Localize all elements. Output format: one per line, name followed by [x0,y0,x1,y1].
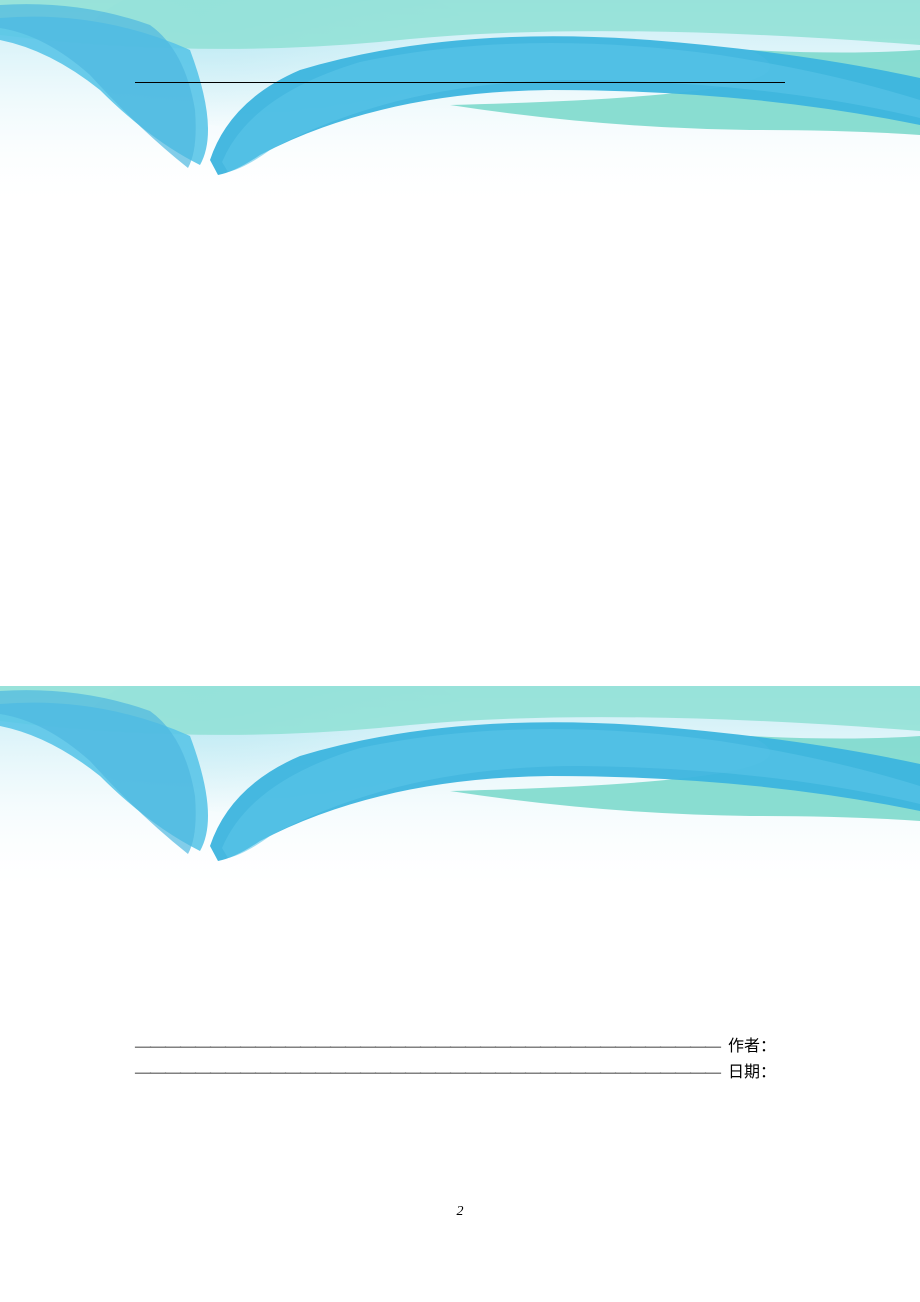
title-underline [135,82,785,83]
signature-date-label: 日期： [728,1058,776,1082]
signature-date-line: ——————————————————————————————————————— [135,1064,720,1082]
signature-author-label: 作者： [728,1032,776,1056]
signature-author-line: ——————————————————————————————————————— [135,1038,720,1056]
wave-decoration-bottom [0,686,920,916]
signature-author-row: ——————————————————————————————————————— … [135,1032,795,1056]
wave-decoration-top [0,0,920,230]
page-number: 2 [0,1204,920,1220]
signature-date-row: ——————————————————————————————————————— … [135,1058,795,1082]
